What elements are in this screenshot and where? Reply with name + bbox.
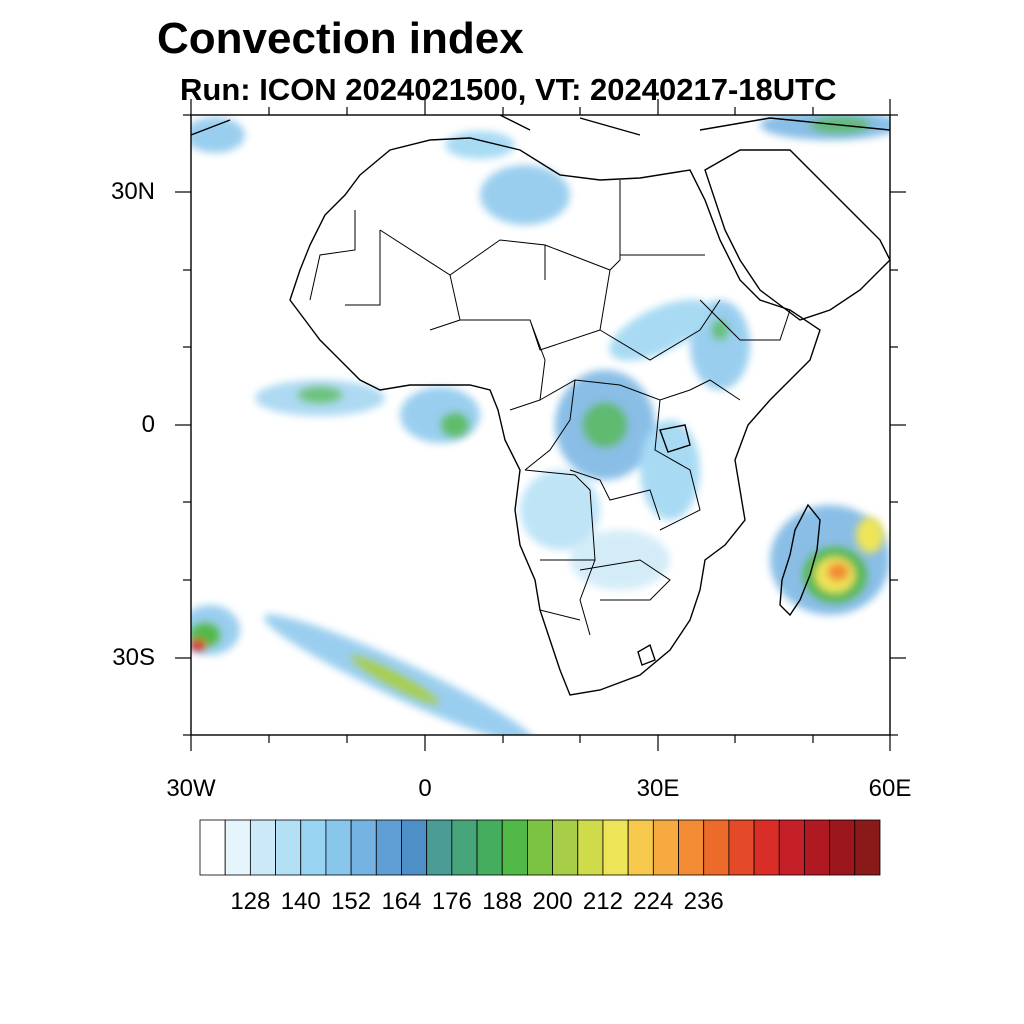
colorbar-swatch — [627, 819, 654, 876]
colorbar-label: 188 — [482, 888, 523, 915]
colorbar-swatch — [426, 819, 453, 876]
colorbar-label: 140 — [280, 888, 321, 915]
colorbar-swatch — [476, 819, 503, 876]
map-title: Convection index — [157, 14, 524, 63]
africa-coastline — [289, 137, 821, 696]
colorbar-swatch — [249, 819, 276, 876]
colorbar-label: 164 — [381, 888, 422, 915]
colorbar-swatch — [325, 819, 352, 876]
lon-ticks — [190, 99, 891, 751]
region-angola — [520, 470, 600, 550]
colorbar-swatch — [678, 819, 705, 876]
colorbar-label: 128 — [230, 888, 271, 915]
region-sudan-band — [609, 299, 711, 361]
colorbar-swatch — [753, 819, 780, 876]
colorbar-label: 236 — [683, 888, 724, 915]
colorbar-label: 176 — [431, 888, 472, 915]
convection-field — [191, 115, 890, 735]
lesotho — [637, 643, 656, 666]
colorbar-swatch — [804, 819, 831, 876]
core-madagascar-4 — [856, 517, 884, 553]
colorbar-swatch — [451, 819, 478, 876]
lat-label-0: 0 — [141, 411, 155, 438]
coastlines — [191, 115, 890, 696]
core-gabon — [441, 413, 469, 437]
colorbar-swatch — [275, 819, 302, 876]
colorbar-swatch — [577, 819, 604, 876]
colorbar-swatch — [778, 819, 805, 876]
colorbar-swatch — [350, 819, 377, 876]
lon-label-30e: 30E — [636, 775, 680, 802]
core-madagascar-3 — [827, 563, 849, 581]
core-ethiopia — [712, 320, 728, 340]
colorbar-swatch — [703, 819, 730, 876]
region-nw-corner — [191, 117, 245, 153]
colorbar-swatch — [854, 819, 881, 876]
lon-label-60e: 60E — [868, 775, 912, 802]
colorbar-swatch — [224, 819, 251, 876]
colorbar-label: 212 — [582, 888, 623, 915]
colorbar-swatch — [652, 819, 679, 876]
region-zambia — [570, 530, 670, 590]
lat-label-30n: 30N — [110, 178, 155, 205]
map-subtitle: Run: ICON 2024021500, VT: 20240217-18UTC — [180, 72, 837, 107]
colorbar-swatch — [602, 819, 629, 876]
colorbar-swatch — [527, 819, 553, 876]
core-congo — [583, 403, 627, 447]
colorbar-swatch — [401, 819, 428, 876]
region-libya — [480, 165, 570, 225]
colorbar-label: 200 — [532, 888, 573, 915]
lon-label-30w: 30W — [166, 775, 216, 802]
arabia-coastline — [704, 149, 890, 321]
lat-label-30s: 30S — [112, 644, 155, 671]
core-south-atlantic — [350, 655, 440, 705]
madagascar-coastline — [779, 503, 821, 617]
lon-label-0: 0 — [418, 775, 432, 802]
colorbar-label: 152 — [331, 888, 372, 915]
colorbar-swatch — [501, 819, 528, 876]
colorbar-swatch — [829, 819, 856, 876]
colorbar-swatch — [552, 819, 579, 876]
lat-ticks — [175, 114, 906, 736]
colorbar-swatch — [300, 819, 327, 876]
europe-coastline — [191, 115, 890, 136]
country-borders — [309, 180, 791, 636]
colorbar-swatch — [199, 819, 226, 876]
core-sw-red — [191, 639, 206, 651]
colorbar-swatch — [375, 819, 402, 876]
colorbar-swatch — [728, 819, 755, 876]
core-atlantic — [298, 387, 342, 403]
lake-victoria — [659, 424, 691, 453]
colorbar-label: 224 — [633, 888, 674, 915]
